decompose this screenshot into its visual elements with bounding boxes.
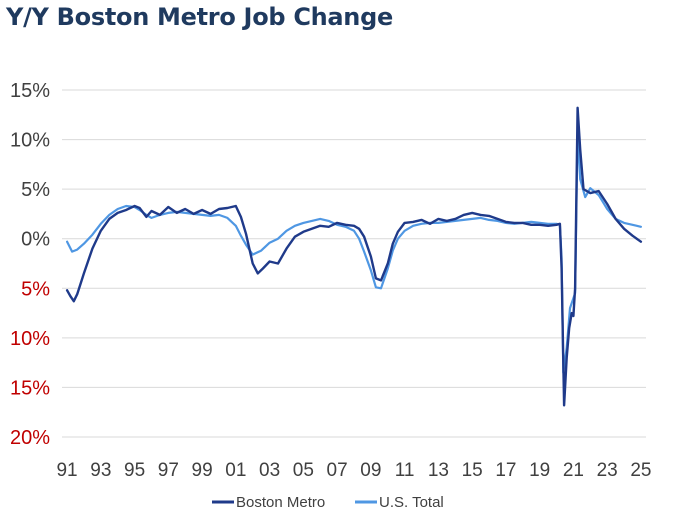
x-tick-label: 91 [56, 460, 77, 481]
x-tick-label: 19 [529, 460, 550, 481]
legend-label: U.S. Total [379, 494, 444, 511]
x-tick-label: 93 [90, 460, 111, 481]
x-tick-label: 25 [630, 460, 651, 481]
x-tick-label: 23 [597, 460, 618, 481]
x-tick-label: 97 [158, 460, 179, 481]
y-tick-label: 20% [10, 427, 50, 449]
x-tick-label: 05 [293, 460, 314, 481]
y-tick-label: 10% [10, 328, 50, 350]
x-tick-label: 03 [259, 460, 280, 481]
x-tick-label: 07 [327, 460, 348, 481]
x-tick-label: 21 [563, 460, 584, 481]
y-tick-label: 15% [10, 377, 50, 399]
series-lines [65, 106, 643, 407]
series-line-boston-metro [65, 106, 643, 407]
x-tick-label: 99 [192, 460, 213, 481]
y-tick-label: 5% [21, 278, 50, 300]
x-axis-ticks: 91 93 95 97 99 01 03 05 07 09 11 13 15 17 19 21 23 25 [56, 460, 651, 481]
y-tick-label: 5% [21, 179, 50, 201]
y-tick-label: 10% [10, 130, 50, 152]
legend-label: Boston Metro [236, 494, 325, 511]
x-tick-label: 13 [428, 460, 449, 481]
legend: Boston Metro U.S. Total [212, 494, 444, 511]
x-tick-label: 15 [462, 460, 483, 481]
x-tick-label: 01 [225, 460, 246, 481]
x-tick-label: 09 [360, 460, 381, 481]
grid-lines [62, 89, 646, 438]
x-tick-label: 17 [495, 460, 516, 481]
y-axis-ticks: 15% 10% 5% 0% 5% 10% 15% 20% [10, 80, 50, 449]
series-line-u-s-total [66, 128, 642, 374]
chart-title: Y/Y Boston Metro Job Change [6, 3, 393, 31]
y-tick-label: 0% [21, 229, 50, 251]
y-tick-label: 15% [10, 80, 50, 102]
x-tick-label: 11 [395, 460, 415, 481]
x-tick-label: 95 [124, 460, 145, 481]
